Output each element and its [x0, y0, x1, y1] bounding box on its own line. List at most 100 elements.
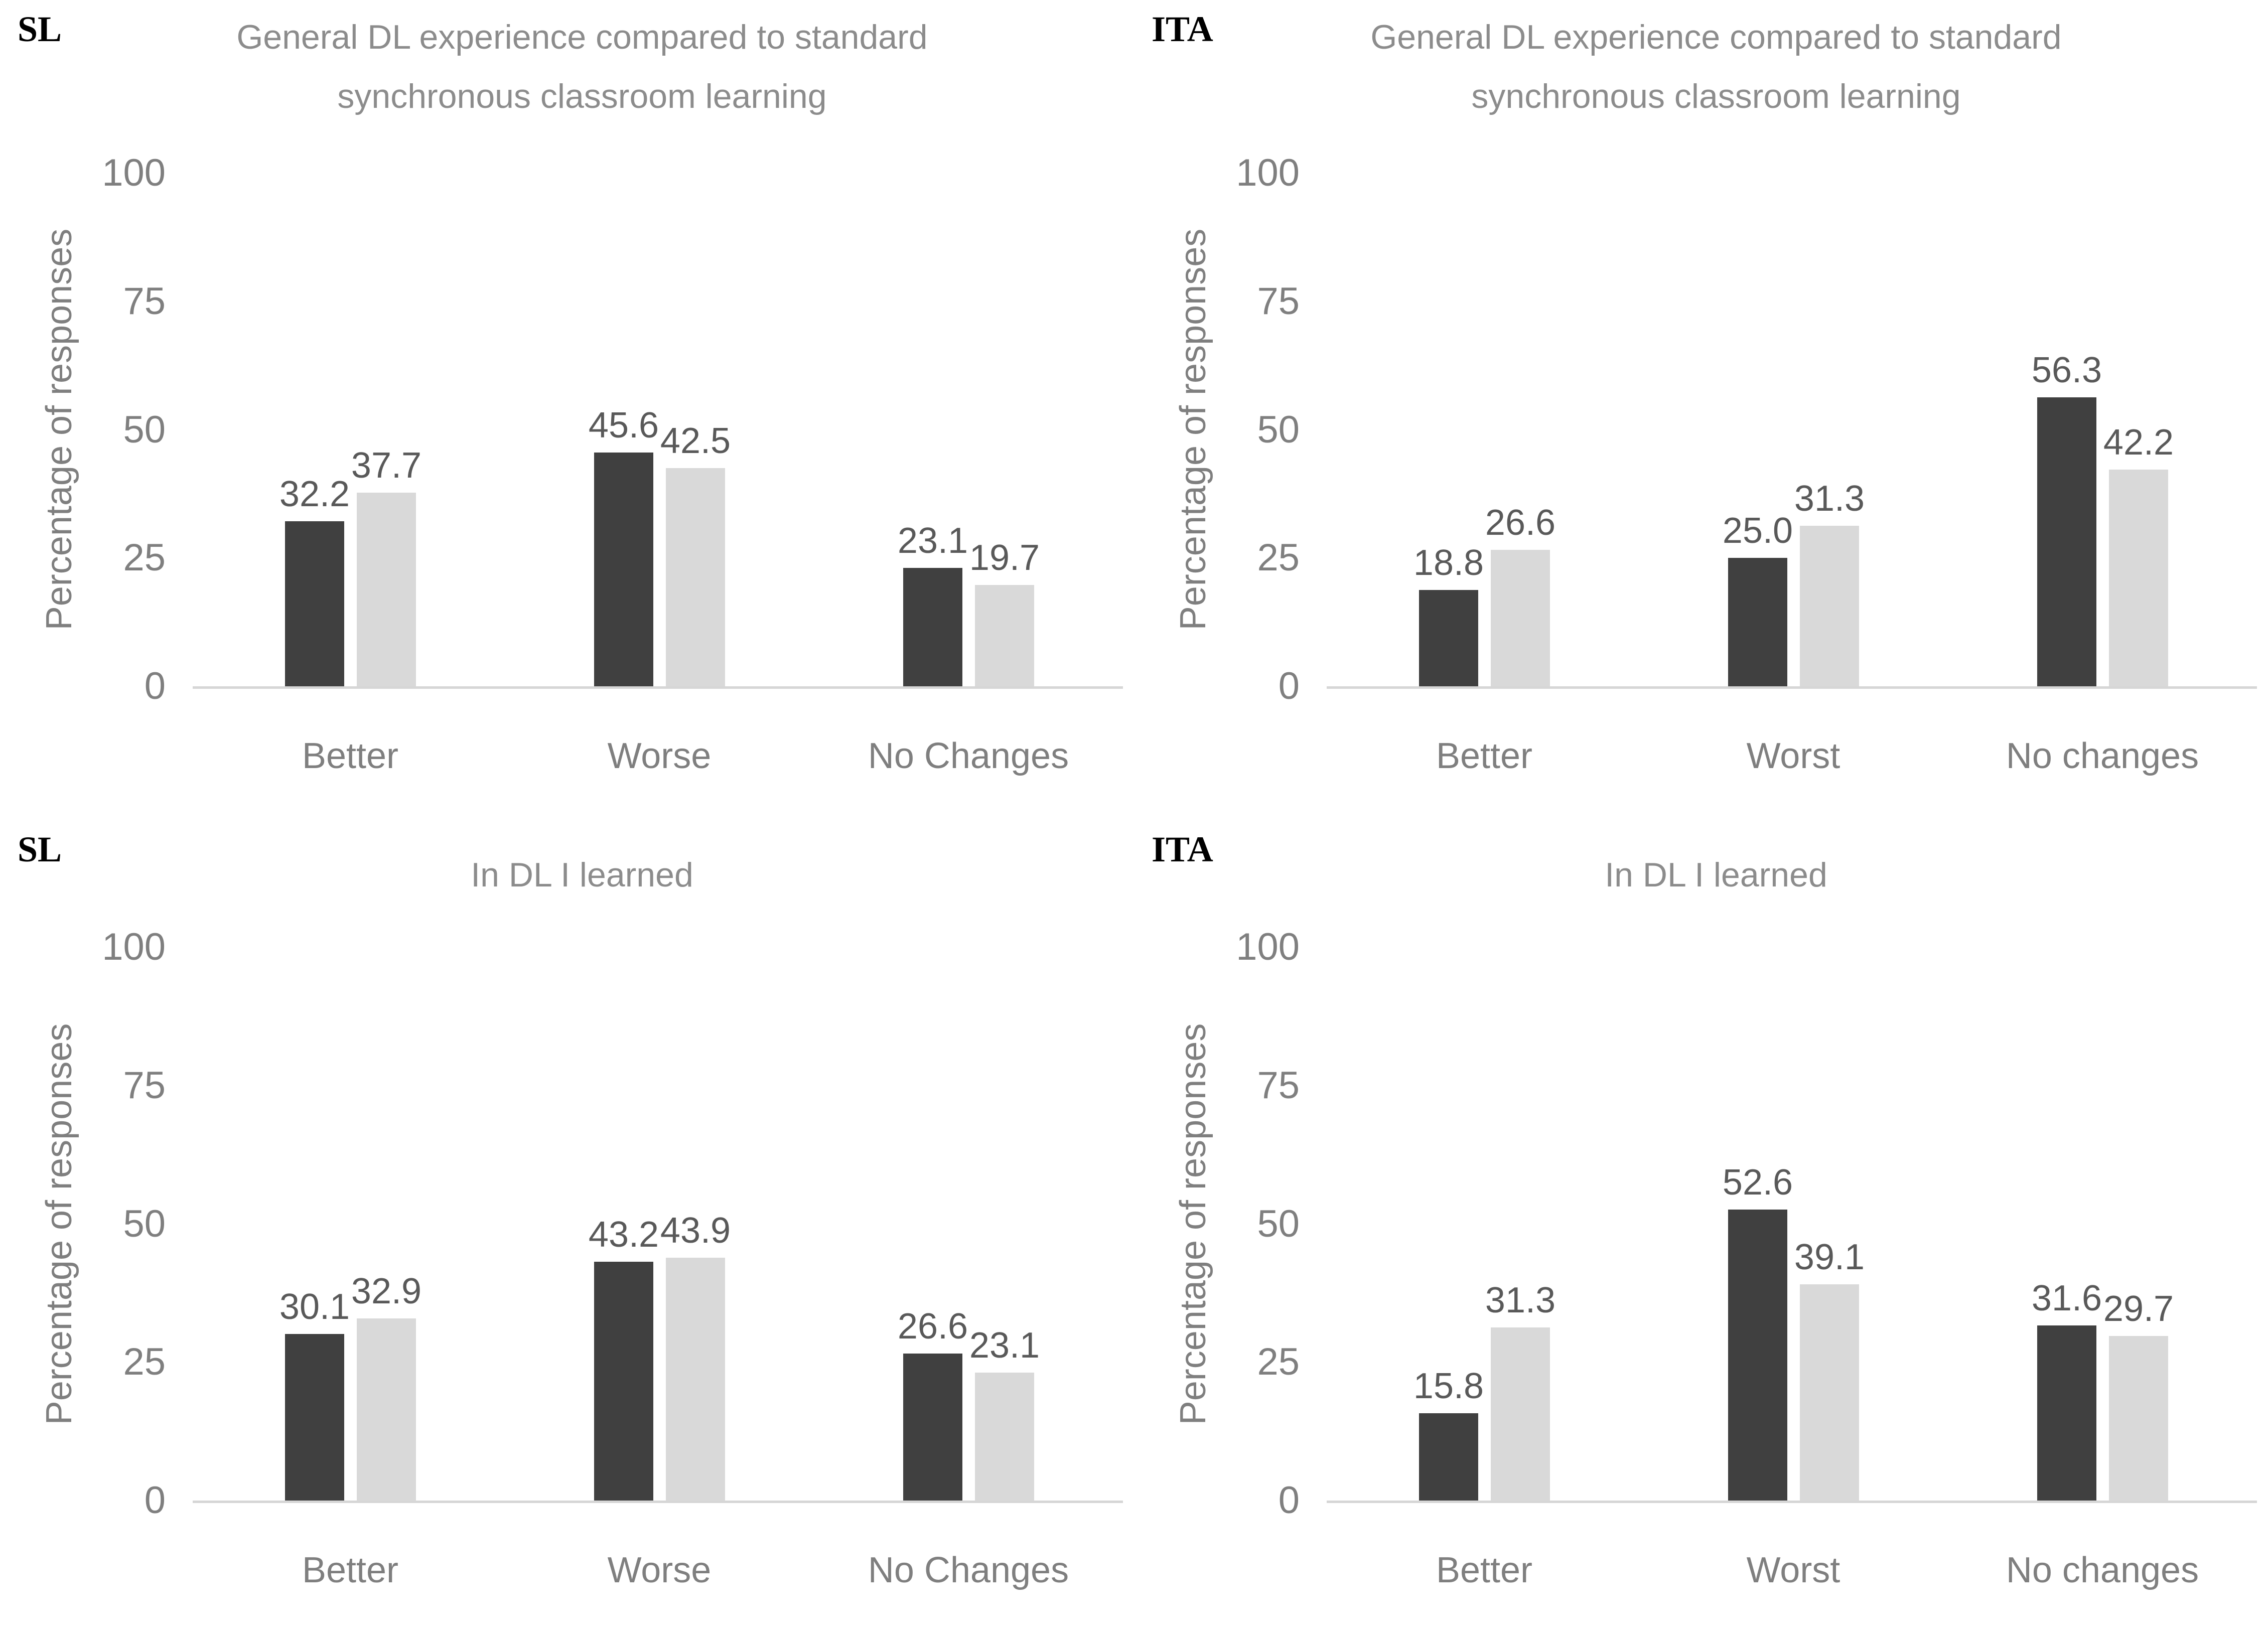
- category-label: No changes: [2006, 1550, 2199, 1590]
- bar-value-label: 43.2: [588, 1214, 659, 1255]
- chart-panel-sl-general: SL General DL experience compared to stan…: [0, 0, 1134, 820]
- category-group: 32.2 37.7: [196, 173, 505, 686]
- category-group: 52.6 39.1: [1639, 947, 1948, 1501]
- bar-value-label: 32.2: [279, 474, 350, 514]
- category-group: 45.6 42.5: [505, 173, 814, 686]
- bar-dark: [1419, 1413, 1478, 1501]
- plot-area: 100 75 50 25 0 18.8 26.6 Better 25.0 31.3 Worst 56.…: [1236, 152, 2257, 776]
- y-tick-label: 75: [1257, 1064, 1300, 1107]
- chart-panel-ita-learned: ITA In DL I learned Percentage of response…: [1134, 820, 2268, 1640]
- category-group: 25.0 31.3: [1639, 173, 1948, 686]
- category-label: Better: [1436, 1550, 1533, 1590]
- plot-area: 100 75 50 25 0 15.8 31.3 Better 52.6 39.1 Worst 31.…: [1236, 926, 2257, 1590]
- y-tick-label: 0: [144, 665, 166, 707]
- plot-area: 100 75 50 25 0 30.1 32.9 Better 43.2 43.9 Worse 26.…: [102, 926, 1123, 1590]
- bar-dark: [1728, 1209, 1787, 1501]
- bar-light: [974, 585, 1034, 686]
- chart-title-line: In DL I learned: [471, 856, 693, 894]
- y-tick-label: 25: [123, 536, 166, 579]
- bar-dark: [903, 567, 962, 686]
- panel-corner-label: ITA: [1152, 829, 1213, 869]
- category-group: 30.1 32.9: [196, 947, 505, 1501]
- bar-value-label: 37.7: [351, 445, 422, 486]
- y-tick-label: 50: [123, 408, 166, 451]
- y-tick-label: 100: [1236, 926, 1300, 968]
- bar-light: [665, 1257, 725, 1501]
- bar-value-label: 25.0: [1722, 511, 1793, 551]
- bar-value-label: 19.7: [969, 538, 1040, 578]
- chart-title-line: General DL experience compared to standa…: [236, 18, 928, 56]
- x-axis-line: [193, 1501, 1123, 1503]
- bar-light: [2108, 470, 2168, 686]
- panel-corner-label: SL: [18, 9, 62, 49]
- bar-value-label: 45.6: [588, 405, 659, 445]
- bar-light: [974, 1373, 1034, 1501]
- y-tick-label: 75: [1257, 279, 1300, 323]
- bar-dark: [2037, 397, 2096, 686]
- y-tick-label: 100: [102, 152, 166, 194]
- bar-light: [1799, 525, 1859, 686]
- bar-value-label: 31.3: [1794, 478, 1865, 519]
- category-group: 15.8 31.3: [1330, 947, 1639, 1501]
- category-label: Worst: [1746, 736, 1840, 776]
- category-group: 23.1 19.7: [814, 173, 1123, 686]
- bar-value-label: 31.6: [2031, 1278, 2102, 1319]
- bar-dark: [594, 452, 653, 686]
- category-label: No changes: [2006, 736, 2199, 776]
- bar-value-label: 56.3: [2031, 350, 2102, 391]
- category-label: Worse: [607, 736, 712, 776]
- bar-value-label: 23.1: [897, 520, 968, 561]
- bar-light: [665, 468, 725, 686]
- category-label: No Changes: [868, 1550, 1069, 1590]
- category-label: Worse: [607, 1550, 712, 1590]
- category-label: Better: [1436, 736, 1533, 776]
- bar-light: [2108, 1336, 2168, 1501]
- bar-value-label: 18.8: [1413, 542, 1484, 583]
- bar-value-label: 26.6: [1485, 502, 1556, 543]
- category-label: Better: [302, 1550, 399, 1590]
- bar-value-label: 31.3: [1485, 1280, 1556, 1320]
- chart-panel-ita-general: ITA General DL experience compared to sta…: [1134, 0, 2268, 820]
- chart-title: General DL experience compared to standa…: [1219, 8, 2213, 126]
- x-axis-line: [1327, 1501, 2257, 1503]
- category-label: Worst: [1746, 1550, 1840, 1590]
- y-tick-label: 25: [1257, 1340, 1300, 1384]
- bar-dark: [1728, 558, 1787, 686]
- chart-title-line: synchronous classroom learning: [1471, 77, 1961, 115]
- chart-panel-sl-learned: SL In DL I learned Percentage of responses…: [0, 820, 1134, 1640]
- category-group: 56.3 42.2: [1948, 173, 2257, 686]
- bar-dark: [903, 1353, 962, 1501]
- y-tick-label: 100: [102, 926, 166, 968]
- category-group: 26.6 23.1: [814, 947, 1123, 1501]
- y-tick-label: 0: [1278, 665, 1300, 707]
- bar-dark: [594, 1261, 653, 1501]
- y-tick-label: 25: [123, 1340, 166, 1384]
- chart-title: In DL I learned: [1219, 845, 2213, 905]
- category-label: Better: [302, 736, 399, 776]
- category-group: 31.6 29.7: [1948, 947, 2257, 1501]
- y-tick-label: 0: [144, 1479, 166, 1522]
- bar-light: [1491, 549, 1550, 686]
- bar-light: [357, 493, 416, 686]
- bar-dark: [2037, 1325, 2096, 1501]
- y-tick-label: 50: [123, 1202, 166, 1245]
- bar-dark: [285, 1334, 344, 1501]
- bar-value-label: 52.6: [1722, 1162, 1793, 1203]
- bar-light: [357, 1318, 416, 1501]
- chart-title-line: In DL I learned: [1605, 856, 1827, 894]
- bar-value-label: 32.9: [351, 1271, 422, 1312]
- category-label: No Changes: [868, 736, 1069, 776]
- bar-value-label: 30.1: [279, 1287, 350, 1327]
- chart-title-line: General DL experience compared to standa…: [1370, 18, 2062, 56]
- bar-value-label: 29.7: [2103, 1289, 2174, 1329]
- bar-value-label: 26.6: [897, 1306, 968, 1347]
- bar-value-label: 43.9: [660, 1210, 731, 1251]
- category-group: 18.8 26.6: [1330, 173, 1639, 686]
- x-axis-line: [1327, 686, 2257, 689]
- chart-title-line: synchronous classroom learning: [337, 77, 827, 115]
- chart-title: In DL I learned: [85, 845, 1079, 905]
- y-tick-label: 75: [123, 279, 166, 323]
- bar-dark: [285, 521, 344, 686]
- y-tick-label: 50: [1257, 1202, 1300, 1245]
